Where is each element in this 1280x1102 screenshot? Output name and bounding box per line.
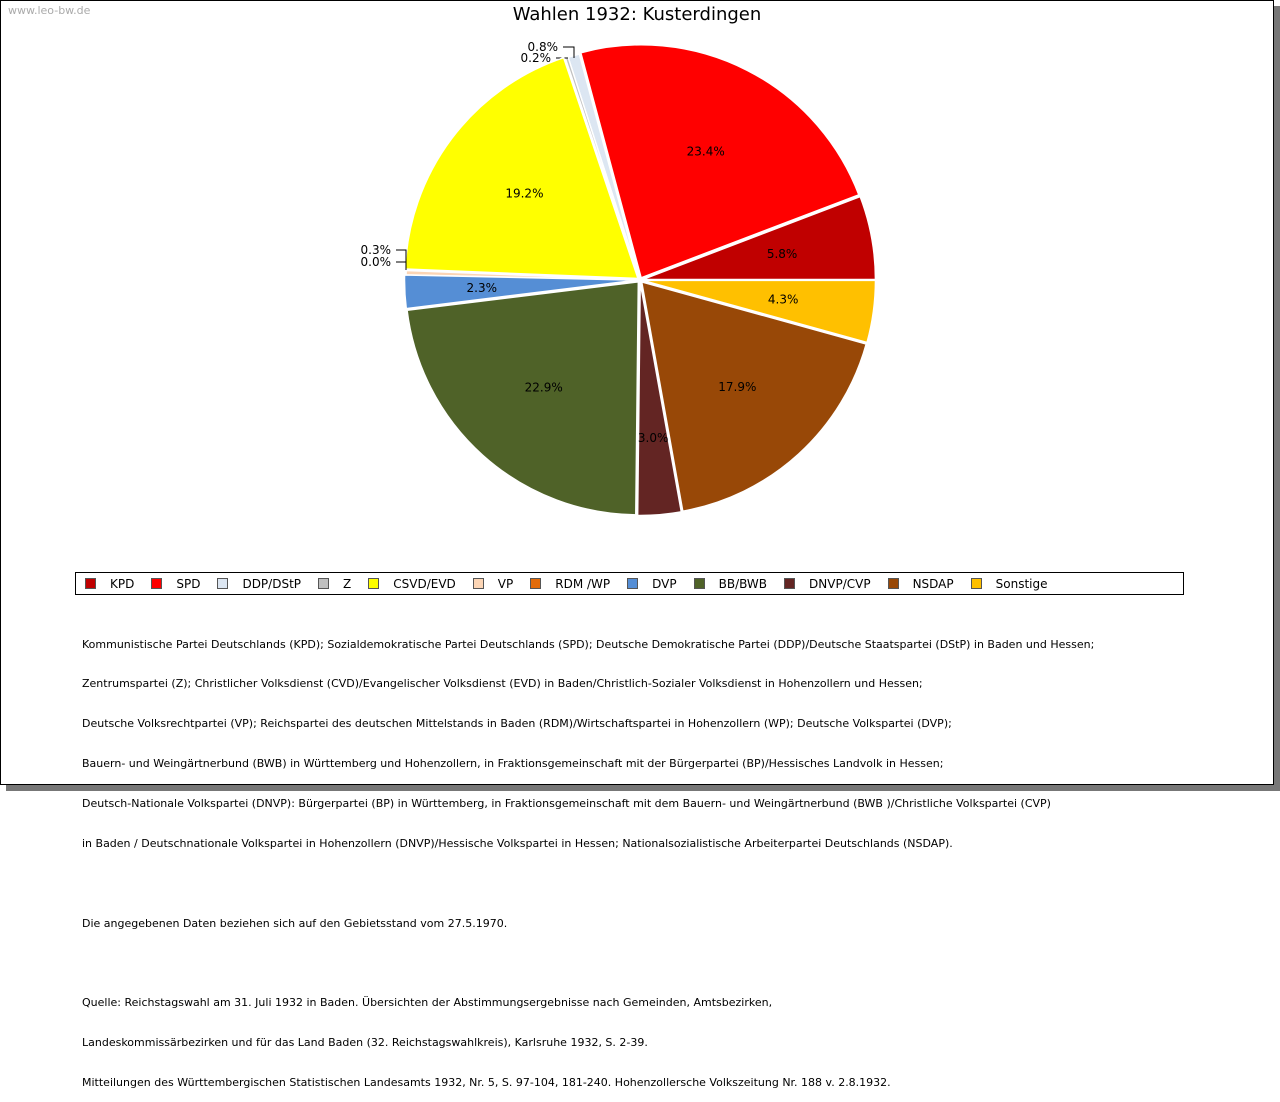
legend-item: Sonstige (970, 576, 1048, 591)
label-leader-line (396, 249, 407, 270)
pie-slice-csvd-evd (404, 56, 640, 280)
legend-swatch (784, 578, 796, 589)
legend-item: SPD (151, 577, 200, 591)
legend-label: Z (343, 576, 352, 591)
legend-label: BB/BWB (718, 576, 768, 591)
legend-swatch (318, 578, 330, 589)
slice-label: 5.8% (767, 247, 798, 261)
legend-swatch (530, 578, 542, 589)
label-leader-line (563, 46, 575, 58)
source-note: Quelle: Reichstagswahl am 31. Juli 1932 … (82, 996, 773, 1010)
slice-label: 2.3% (467, 281, 498, 295)
legend-label: KPD (110, 576, 135, 591)
legend-item: DDP/DStP (217, 577, 301, 591)
legend-swatch (151, 578, 163, 589)
legend-label: RDM /WP (555, 576, 611, 591)
legend-label: VP (497, 576, 514, 591)
legend-label: Sonstige (995, 576, 1048, 591)
legend-swatch (85, 578, 96, 589)
source-note: Landeskommissärbezirken und für das Land… (82, 1035, 648, 1049)
legend-item: VP (472, 576, 514, 591)
legend-label: CSVD/EVD (393, 576, 456, 591)
pie-slice-sonstige (642, 279, 877, 344)
slice-label: 3.0% (638, 431, 669, 445)
legend-swatch (368, 578, 380, 589)
legend-swatch (627, 578, 639, 589)
legend-item: Z (318, 577, 351, 591)
pie-chart: 5.8% 23.4% 0.8%0.2% 19.2% 0.3%0.0% 2.3% 22.9% 3… (361, 40, 877, 517)
pie-slice-bb-bwb (406, 281, 640, 516)
party-note: Zentrumspartei (Z); Christlicher Volksdi… (82, 677, 923, 691)
legend-label: DNVP/CVP (809, 576, 871, 591)
source-note: Mitteilungen des Württembergischen Stati… (82, 1075, 891, 1089)
legend-item: RDM /WP (530, 577, 610, 591)
slice-label: 0.2% (521, 51, 552, 65)
legend-swatch (217, 578, 229, 589)
party-note: Deutsche Volksrechtpartei (VP); Reichspa… (82, 717, 952, 731)
legend-item: BB/BWB (693, 576, 768, 591)
legend-item: CSVD/EVD (368, 577, 456, 591)
slice-label: 19.2% (505, 186, 543, 200)
pie-slice-kpd (642, 195, 877, 281)
legend-label: DVP (652, 576, 677, 591)
pie-slice-nsdap (640, 280, 868, 513)
legend-item: DVP (627, 576, 677, 591)
footnotes: Kommunistische Partei Deutschlands (KPD)… (82, 611, 1094, 1102)
party-note: Kommunistische Partei Deutschlands (KPD)… (82, 637, 1095, 651)
legend-item: KPD (85, 577, 134, 591)
slice-label: 23.4% (687, 144, 725, 158)
slice-label: 0.3% (361, 243, 392, 257)
party-note: in Baden / Deutschnationale Volkspartei … (82, 837, 953, 851)
party-note: Bauern- und Weingärtnerbund (BWB) in Wür… (82, 757, 944, 771)
slice-label: 22.9% (525, 381, 563, 395)
watermark: www.leo-bw.de (8, 4, 91, 17)
slice-label: 0.0% (361, 255, 392, 269)
legend-label: NSDAP (912, 576, 954, 591)
legend-item: NSDAP (887, 576, 954, 591)
chart-title: Wahlen 1932: Kusterdingen (512, 4, 762, 25)
party-note: Deutsch-Nationale Volkspartei (DNVP): Bü… (82, 797, 1051, 811)
slice-label: 0.8% (528, 40, 559, 54)
legend-swatch (887, 578, 899, 589)
pie-slice-spd (579, 44, 860, 279)
legend-swatch (970, 578, 982, 589)
slice-label: 17.9% (718, 380, 756, 394)
slice-label: 4.3% (768, 292, 799, 306)
legend: KPD SPD DDP/DStP Z CSVD/EVD VP RDM /WP DVP BB/BW… (75, 572, 1184, 595)
territory-note: Die angegebenen Daten beziehen sich auf … (82, 916, 508, 930)
legend-label: DDP/DStP (242, 576, 302, 591)
legend-label: SPD (176, 576, 201, 591)
pie-slice-dvp (403, 274, 638, 310)
legend-item: DNVP/CVP (784, 577, 871, 591)
legend-swatch (472, 578, 484, 589)
legend-swatch (693, 578, 705, 589)
pie-slice-dnvp-cvp (636, 282, 683, 517)
